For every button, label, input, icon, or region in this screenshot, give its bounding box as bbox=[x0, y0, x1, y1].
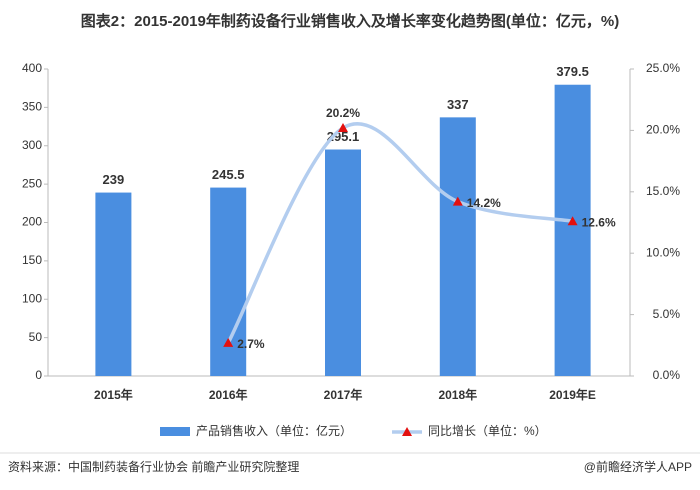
bar bbox=[554, 84, 591, 376]
y-tick-label: 400 bbox=[22, 61, 42, 75]
y2-tick-label: 25.0% bbox=[646, 61, 680, 75]
marker bbox=[223, 337, 234, 347]
bar-value-label: 239 bbox=[103, 172, 125, 187]
chart-title: 图表2：2015-2019年制药设备行业销售收入及增长率变化趋势图(单位：亿元，… bbox=[81, 12, 619, 30]
marker bbox=[338, 122, 348, 132]
bar-value-label: 337 bbox=[447, 97, 469, 112]
y-tick-label: 0 bbox=[35, 368, 42, 382]
bar-value-label: 245.5 bbox=[212, 167, 245, 182]
legend-label: 同比增长（单位：%） bbox=[428, 423, 547, 438]
y2-tick-label: 5.0% bbox=[653, 307, 681, 321]
y-tick-label: 250 bbox=[22, 176, 42, 190]
x-tick-label: 2015年 bbox=[94, 387, 133, 402]
credit: @前瞻经济学人APP bbox=[584, 459, 692, 474]
y-tick-label: 100 bbox=[22, 291, 42, 305]
marker bbox=[452, 196, 463, 206]
x-tick-label: 2017年 bbox=[324, 387, 363, 402]
y2-tick-label: 0.0% bbox=[653, 368, 681, 382]
marker bbox=[567, 216, 578, 226]
y-tick-label: 300 bbox=[22, 138, 42, 152]
line-value-label: 12.6% bbox=[582, 215, 616, 229]
y2-tick-label: 15.0% bbox=[646, 184, 680, 198]
y-tick-label: 200 bbox=[22, 215, 42, 229]
legend-marker bbox=[402, 427, 413, 436]
bar bbox=[439, 117, 476, 376]
source: 资料来源：中国制药装备行业协会 前瞻产业研究院整理 bbox=[8, 459, 299, 474]
x-tick-label: 2016年 bbox=[209, 387, 248, 402]
y-tick-label: 350 bbox=[22, 100, 42, 114]
x-tick-label: 2019年E bbox=[549, 387, 596, 402]
legend-label: 产品销售收入（单位：亿元） bbox=[196, 423, 352, 438]
bar bbox=[95, 192, 132, 376]
line-value-label: 20.2% bbox=[326, 106, 360, 120]
x-tick-label: 2018年 bbox=[438, 387, 477, 402]
line-value-label: 2.7% bbox=[237, 337, 265, 351]
bar-value-label: 379.5 bbox=[556, 64, 589, 79]
line-value-label: 14.2% bbox=[467, 196, 501, 210]
line bbox=[226, 122, 573, 344]
legend-swatch bbox=[160, 427, 190, 436]
y-tick-label: 50 bbox=[29, 330, 43, 344]
bar bbox=[325, 149, 361, 376]
y-tick-label: 150 bbox=[22, 253, 42, 267]
y2-tick-label: 10.0% bbox=[646, 245, 680, 259]
y2-tick-label: 20.0% bbox=[646, 123, 680, 137]
